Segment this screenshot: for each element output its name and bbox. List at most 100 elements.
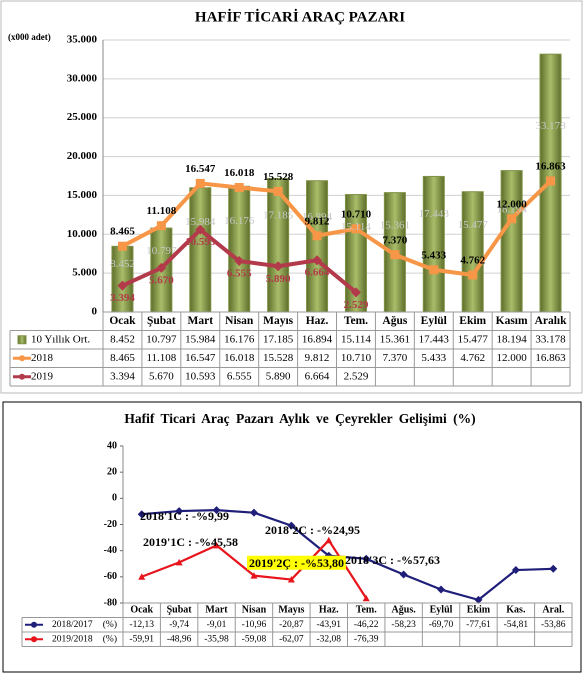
data-label: 10.797 (146, 245, 177, 257)
y-tick-label: -80 (104, 597, 117, 608)
chart-frame (0, 0, 583, 394)
table-value: -53,86 (541, 620, 566, 630)
legend-label: 2019/2018 (52, 634, 93, 644)
table-value: -9,01 (207, 620, 227, 630)
marker (549, 564, 558, 573)
y-tick-label: -40 (104, 545, 117, 556)
table-value: -58,23 (391, 620, 416, 630)
marker (287, 521, 296, 530)
data-label: 16.863 (535, 160, 566, 172)
y-tick-label: 0 (112, 493, 117, 504)
marker (138, 573, 146, 580)
table-value: 16.863 (535, 352, 566, 364)
chart-title: HAFİF TİCARİ ARAÇ PAZARI (195, 8, 405, 25)
x-tick-label: Tem. (356, 605, 378, 616)
table-value: 5.670 (149, 370, 174, 382)
data-label: 17.185 (263, 209, 294, 221)
data-label: 33.178 (535, 120, 566, 132)
legend-label: 2018 (31, 352, 54, 364)
x-tick-label: Ekim (459, 315, 486, 327)
x-tick-label: Mart (188, 315, 214, 327)
table-value: -76,39 (354, 634, 379, 644)
x-tick-label: Ocak (109, 315, 136, 327)
table-value: -54,81 (504, 620, 529, 630)
table-value: 16.018 (224, 352, 255, 364)
table-value: 15.528 (263, 352, 294, 364)
marker (468, 270, 478, 280)
marker (250, 572, 258, 579)
marker (390, 250, 400, 260)
y-tick-label: 20 (107, 466, 117, 477)
table-value: 8.465 (110, 352, 135, 364)
table-value: -62,07 (279, 634, 304, 644)
bar (189, 187, 212, 313)
annotation-highlight (247, 555, 346, 570)
x-tick-label: Mayıs (263, 315, 294, 327)
marker (175, 558, 183, 566)
data-label: 9.812 (305, 215, 330, 227)
legend-unit: (%) (103, 633, 117, 644)
x-tick-label: Eylül (430, 605, 453, 616)
table-value: -59,08 (242, 634, 267, 644)
data-label: 15.361 (380, 220, 410, 232)
data-label: 7.370 (383, 234, 408, 246)
marker (117, 241, 127, 251)
marker (234, 183, 244, 193)
data-label: 8.452 (110, 258, 135, 270)
x-tick-label: Aral. (542, 605, 564, 616)
chart-frame (2, 401, 582, 673)
data-label: 15.114 (341, 221, 371, 233)
table-value: 6.555 (227, 370, 252, 382)
annotation: 2019'2Ç : -%53,80 (249, 556, 344, 570)
x-tick-label: Tem. (344, 315, 368, 327)
legend-label: 2018/2017 (52, 620, 93, 630)
table-value: 8.452 (110, 333, 135, 345)
table-value: 33.178 (535, 333, 566, 345)
data-label: 5.670 (149, 274, 174, 286)
x-tick-label: Ocak (130, 605, 153, 616)
table-value: 15.114 (341, 333, 371, 345)
legend-marker (19, 355, 25, 362)
bar (500, 170, 523, 313)
table-value: 5.433 (421, 352, 446, 364)
marker (273, 186, 283, 196)
marker (195, 224, 206, 235)
marker (212, 506, 221, 515)
y-tick-label: 10.000 (67, 228, 98, 240)
marker (507, 214, 517, 224)
data-label: 6.664 (305, 267, 330, 279)
marker (137, 510, 146, 519)
table-value: 12.000 (497, 352, 528, 364)
marker (362, 554, 371, 563)
y-tick-label: 15.000 (67, 189, 98, 201)
legend-marker (19, 373, 25, 380)
data-label: 15.528 (263, 171, 294, 183)
table-value: 17.443 (419, 333, 450, 345)
legend-marker (31, 621, 37, 628)
marker (312, 255, 323, 266)
marker (351, 224, 361, 234)
data-label: 16.176 (224, 215, 255, 227)
marker (273, 261, 284, 272)
bar (461, 191, 484, 313)
data-label: 2.529 (344, 299, 369, 311)
x-tick-label: Şubat (167, 605, 193, 616)
table-value: 5.890 (266, 370, 291, 382)
legend-label: 10 Yıllık Ort. (31, 333, 90, 345)
series-line (141, 509, 554, 601)
data-label: 15.477 (458, 219, 489, 231)
annotation: 2019'1C : -%45,58 (143, 535, 238, 549)
y-tick-label: 20.000 (67, 150, 98, 162)
legend-label: 2019 (31, 370, 54, 382)
x-tick-label: Ağus (382, 315, 407, 327)
marker (195, 178, 205, 188)
table-value: 17.185 (263, 333, 294, 345)
legend-swatch (17, 335, 27, 345)
table-value: 4.762 (460, 352, 485, 364)
table-value: 15.477 (458, 333, 489, 345)
marker (117, 280, 128, 291)
x-tick-label: Haz. (319, 605, 339, 616)
legend-unit: (%) (103, 619, 117, 630)
